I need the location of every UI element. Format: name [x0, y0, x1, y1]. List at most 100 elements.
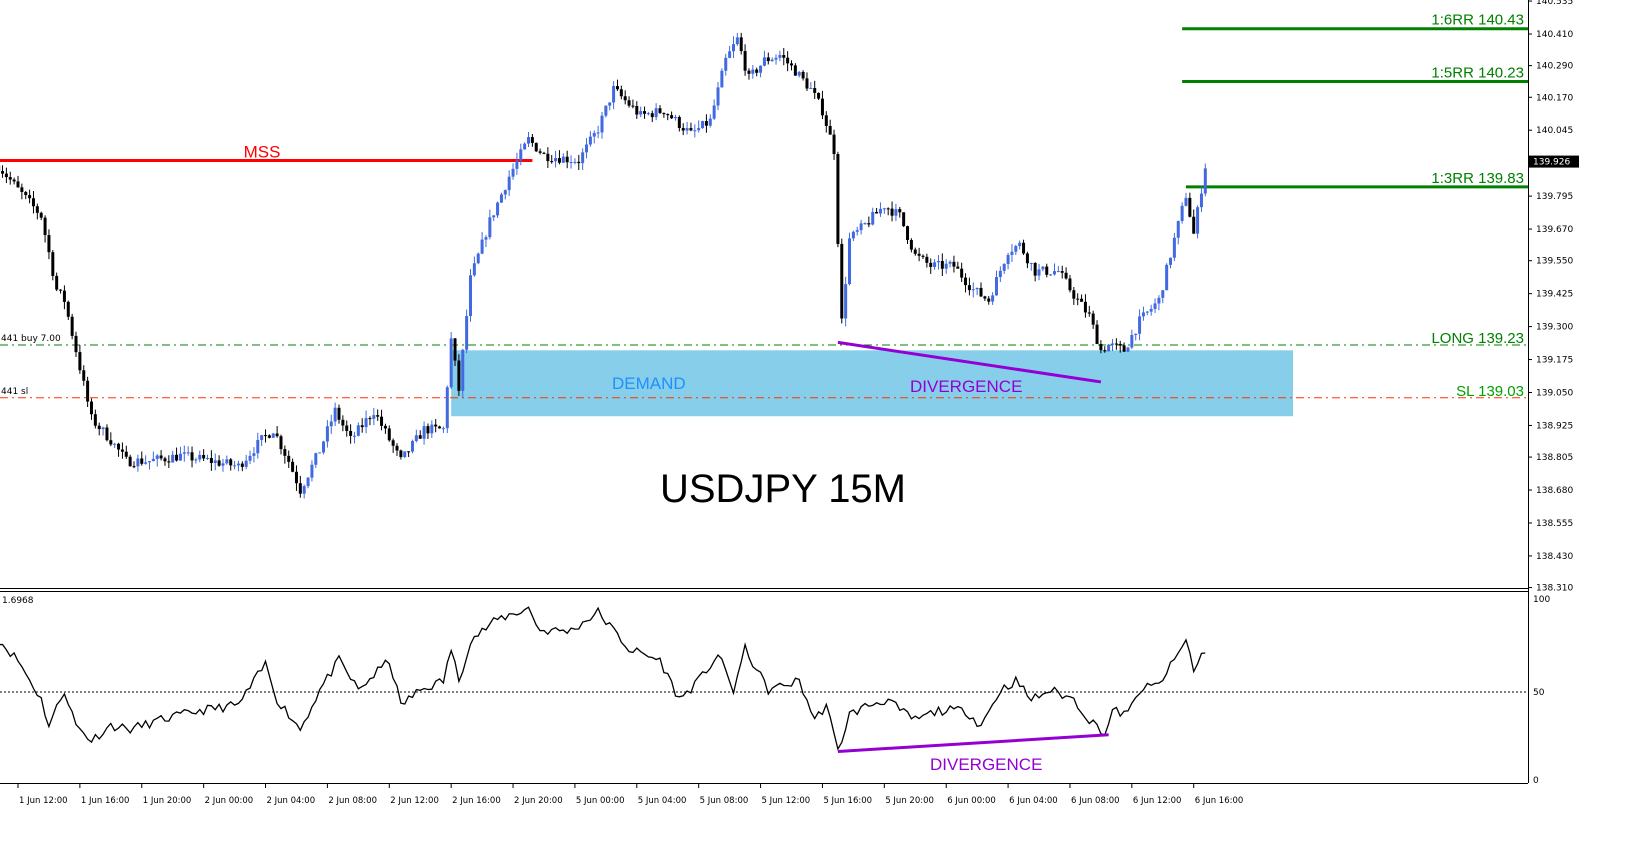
candle — [70, 313, 74, 340]
candle — [728, 45, 732, 59]
current-price-box — [1529, 155, 1579, 168]
candle — [851, 230, 855, 242]
candle-body — [515, 160, 519, 169]
candle — [1111, 339, 1115, 352]
candle-body — [1052, 271, 1056, 275]
candle-body — [534, 142, 538, 152]
candle-body — [581, 152, 585, 164]
candle — [163, 456, 167, 466]
candle-body — [360, 425, 364, 428]
candle-body — [418, 435, 422, 439]
candle — [488, 209, 492, 240]
candle — [964, 273, 968, 293]
candle-body — [155, 455, 159, 459]
candle — [770, 57, 774, 62]
candle — [824, 111, 828, 133]
candle-body — [352, 435, 356, 437]
candle-body — [1130, 335, 1134, 348]
candle-body — [1153, 303, 1157, 309]
candle — [1049, 274, 1053, 276]
candle — [925, 253, 929, 268]
candle-body — [848, 238, 852, 285]
candle-body — [519, 149, 523, 161]
candle — [585, 138, 589, 159]
candle — [59, 289, 63, 294]
candle-body — [457, 360, 461, 391]
candle — [318, 452, 322, 454]
candle-body — [623, 96, 627, 101]
candle — [213, 453, 217, 471]
candle-body — [24, 191, 28, 196]
candle — [929, 258, 933, 274]
time-tick-label: 2 Jun 20:00 — [514, 796, 563, 806]
candle-body — [720, 70, 724, 88]
candle-body — [1180, 205, 1184, 221]
candle — [1018, 240, 1022, 250]
time-tick-label: 2 Jun 00:00 — [205, 796, 254, 806]
candle-body — [828, 125, 832, 135]
candle-body — [898, 209, 902, 213]
candle-body — [987, 298, 991, 302]
candle-body — [956, 266, 960, 269]
demand-zone — [451, 350, 1293, 417]
candle-body — [1045, 266, 1049, 275]
candle — [917, 247, 921, 262]
candle — [1014, 244, 1018, 256]
candle-body — [260, 435, 264, 440]
candle — [113, 442, 117, 449]
candle-body — [306, 477, 310, 487]
candle — [894, 203, 898, 222]
candle — [364, 410, 368, 434]
candle — [658, 105, 662, 114]
candle — [410, 439, 414, 454]
candle — [588, 131, 592, 147]
candle — [407, 451, 411, 458]
candle — [16, 175, 20, 188]
candle — [1184, 192, 1188, 207]
candle-body — [836, 154, 840, 244]
candle-body — [569, 162, 573, 164]
candle-body — [855, 230, 859, 232]
candle-body — [755, 69, 759, 73]
candle-body — [329, 421, 333, 427]
candle-body — [383, 425, 387, 429]
candle — [66, 300, 70, 320]
candle — [503, 189, 507, 200]
candle-body — [731, 44, 735, 52]
candle-body — [766, 57, 770, 62]
candle — [867, 216, 871, 228]
price-tick-label: 138.430 — [1536, 552, 1573, 562]
candle-body — [960, 268, 964, 278]
candle — [144, 455, 148, 465]
candle-body — [47, 235, 51, 253]
candle-body — [1126, 347, 1130, 352]
candle-body — [1072, 290, 1076, 299]
candle-body — [902, 212, 906, 227]
candle-body — [1199, 193, 1203, 208]
price-divergence-label: DIVERGENCE — [910, 377, 1022, 396]
candle — [759, 65, 763, 78]
candle — [623, 90, 627, 105]
candle — [1145, 311, 1149, 316]
candle — [233, 460, 237, 470]
candle — [774, 54, 778, 65]
candle-body — [1002, 264, 1006, 271]
candle — [1114, 338, 1118, 350]
candle — [921, 254, 925, 260]
candle — [4, 167, 8, 184]
candle-body — [93, 414, 97, 426]
candle-body — [507, 176, 511, 191]
candle — [519, 143, 523, 166]
rsi-divergence-label: DIVERGENCE — [930, 755, 1042, 774]
candle-body — [492, 215, 496, 218]
candle — [372, 407, 376, 426]
candle-body — [1010, 251, 1014, 255]
candle-body — [1033, 263, 1037, 276]
candle — [650, 110, 654, 123]
candles — [0, 32, 1207, 499]
candle-body — [128, 456, 132, 467]
candle-body — [1103, 350, 1107, 352]
long-order-label: 441 buy 7.00 — [1, 334, 61, 344]
candle-body — [468, 275, 472, 317]
